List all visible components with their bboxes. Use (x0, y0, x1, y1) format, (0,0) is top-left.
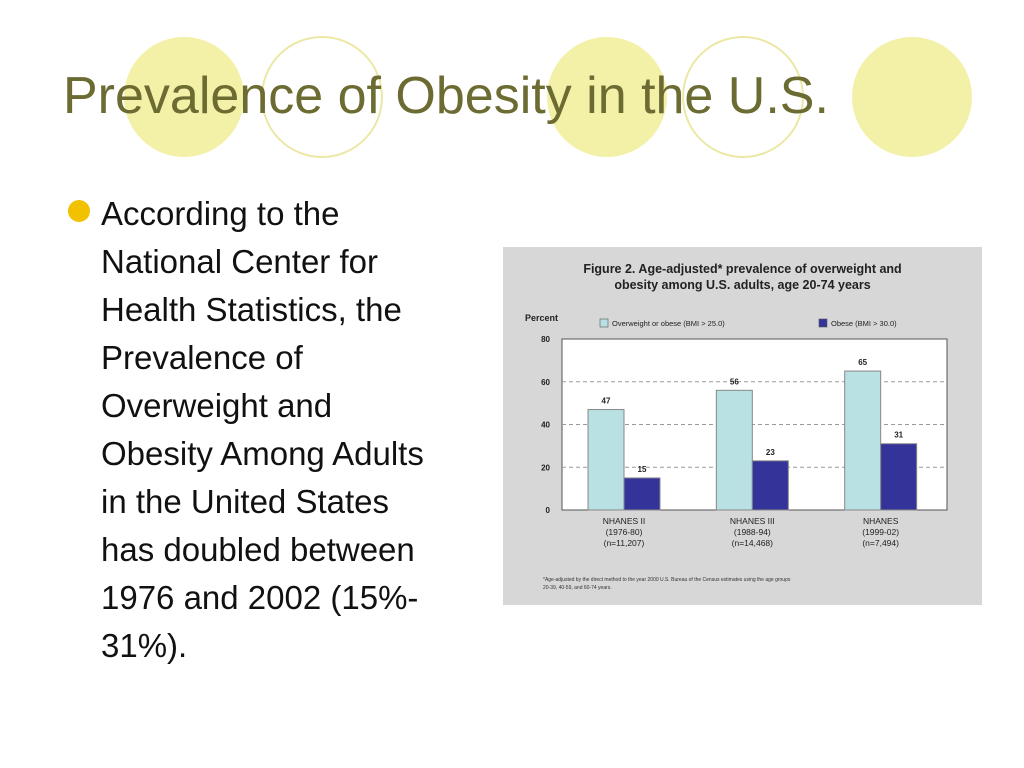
bullet-line: 31%). (101, 627, 188, 664)
bullet-item: According to the National Center for Hea… (68, 190, 493, 670)
x-tick-label: (1988-94) (734, 527, 771, 537)
data-label: 65 (858, 358, 867, 367)
bullet-text: According to the National Center for Hea… (101, 190, 493, 670)
bullet-line: National Center for (101, 243, 378, 280)
legend-label: Obese (BMI > 30.0) (831, 319, 897, 328)
bullet-line: in the United States (101, 483, 390, 520)
chart-title-line: Figure 2. Age-adjusted* prevalence of ov… (583, 262, 902, 276)
y-axis-label: Percent (525, 313, 558, 323)
legend-swatch (818, 318, 828, 328)
data-label: 31 (894, 431, 903, 440)
chart-title-line: obesity among U.S. adults, age 20-74 yea… (614, 278, 871, 292)
y-tick-label: 20 (541, 463, 550, 472)
chart-title: Figure 2. Age-adjusted* prevalence of ov… (503, 261, 982, 293)
x-tick-label: NHANES (863, 516, 899, 526)
data-label: 47 (602, 397, 611, 406)
bullet-line: Prevalence of (101, 339, 303, 376)
y-tick-label: 40 (541, 421, 550, 430)
bar (751, 460, 789, 511)
x-tick-label: (n=14,468) (732, 538, 774, 548)
bullet-line: 1976 and 2002 (15%- (101, 579, 419, 616)
bullet-line: has doubled between (101, 531, 415, 568)
chart-figure: Figure 2. Age-adjusted* prevalence of ov… (503, 247, 982, 605)
bar (880, 443, 918, 511)
bullet-dot-icon (68, 200, 90, 222)
bullet-line: According to the (101, 195, 340, 232)
x-tick-label: (1999-02) (862, 527, 899, 537)
x-tick-label: NHANES II (603, 516, 646, 526)
bar (844, 370, 882, 511)
legend-swatch (599, 318, 609, 328)
decor-circle-filled-3 (852, 37, 972, 157)
x-tick-label: (n=11,207) (604, 538, 645, 548)
y-tick-label: 60 (541, 378, 550, 387)
data-label: 23 (766, 448, 775, 457)
bar (587, 409, 625, 511)
x-tick-label: (n=7,494) (862, 538, 899, 548)
bar (715, 389, 753, 511)
footnote-line: *Age-adjusted by the direct method to th… (543, 577, 791, 583)
bullet-line: Health Statistics, the (101, 291, 402, 328)
bullet-line: Overweight and (101, 387, 333, 424)
legend-label: Overweight or obese (BMI > 25.0) (612, 319, 725, 328)
bullet-line: Obesity Among Adults (101, 435, 424, 472)
slide-title: Prevalence of Obesity in the U.S. (63, 67, 829, 125)
x-tick-label: (1976-80) (606, 527, 643, 537)
y-tick-label: 0 (546, 506, 551, 515)
footnote-line: 20-39, 40-59, and 60-74 years. (543, 585, 612, 591)
y-tick-label: 80 (541, 335, 550, 344)
data-label: 15 (638, 465, 647, 474)
x-tick-label: NHANES III (730, 516, 775, 526)
bar (623, 477, 661, 511)
bar-chart: 0 20 40 60 80 Percent Overweight or obese (BMI… (525, 313, 948, 591)
data-label: 56 (730, 377, 739, 386)
